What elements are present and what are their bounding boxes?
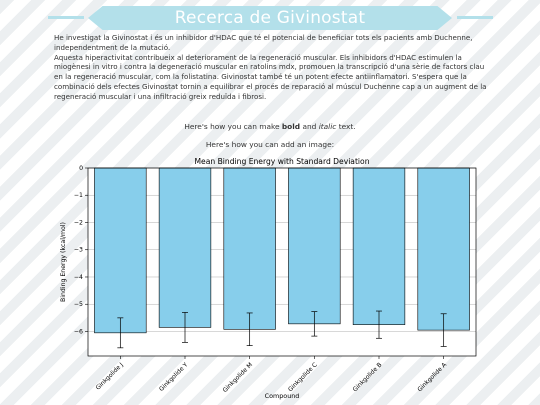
x-tick-label: Ginkgolide Y: [158, 361, 190, 393]
title-banner: Recerca de Givinostat: [88, 6, 452, 30]
x-tick-label: Ginkgolide J: [95, 361, 125, 391]
chart-svg: 0 −1 −2 −3 −4 −5 −6 Ginkgolide J Ginkgolide Y Gin…: [60, 157, 477, 400]
y-tick-label: −1: [74, 192, 83, 199]
x-tick-label: Ginkgolide B: [352, 361, 384, 393]
y-tick-label: −2: [74, 219, 83, 226]
bar: [158, 167, 212, 328]
markdown-middle: and: [300, 122, 319, 131]
banner-line-left: [48, 16, 84, 19]
intro-text: He investigat la Givinostat i és un inhi…: [54, 33, 494, 102]
bold-text: bold: [281, 122, 301, 131]
italic-text: italic: [318, 122, 337, 131]
y-tick-label: 0: [79, 165, 83, 172]
y-tick-label: −6: [74, 328, 83, 335]
bar: [288, 167, 341, 325]
plot-frame: [87, 167, 477, 357]
y-tick-label: −3: [74, 247, 83, 254]
markdown-suffix: text.: [336, 122, 356, 131]
bar: [352, 167, 406, 325]
y-axis-label: Binding Energy (kcal/mol): [60, 222, 67, 302]
markdown-prefix: Here's how you can make: [184, 122, 282, 131]
binding-energy-chart: 0 −1 −2 −3 −4 −5 −6 Ginkgolide J Ginkgolide Y Gin…: [56, 155, 486, 403]
y-tick-label: −5: [74, 301, 83, 308]
x-tick-label: Ginkgolide A: [416, 361, 448, 393]
page-title: Recerca de Givinostat: [174, 8, 366, 28]
chart-title: Mean Binding Energy with Standard Deviat…: [194, 157, 369, 166]
image-example-line: Here's how you can add an image:: [205, 140, 335, 149]
bar: [94, 167, 147, 334]
x-tick-label: Ginkgolide M: [222, 361, 255, 394]
markdown-example-line: Here's how you can make bold and italic …: [0, 122, 540, 131]
y-tick-label: −4: [74, 274, 83, 281]
plot-background: [88, 168, 476, 356]
x-axis-label: Compound: [265, 392, 300, 400]
bar: [223, 167, 276, 330]
banner-line-right: [457, 16, 493, 19]
x-tick-label: Ginkgolide C: [287, 361, 319, 393]
intro-paragraph-2: Aquesta hiperactivitat contribueix al de…: [54, 52, 487, 101]
intro-paragraph-1: He investigat la Givinostat i és un inhi…: [54, 33, 473, 52]
bar: [417, 167, 470, 331]
